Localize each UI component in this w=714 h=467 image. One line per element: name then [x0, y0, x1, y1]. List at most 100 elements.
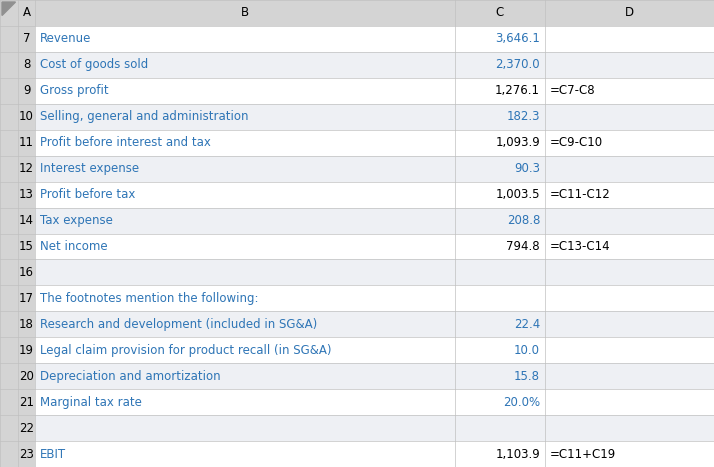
Bar — [455, 337, 545, 363]
Bar — [0, 26, 18, 52]
Text: 1,003.5: 1,003.5 — [496, 188, 540, 201]
Text: D: D — [625, 7, 634, 20]
Text: EBIT: EBIT — [40, 447, 66, 460]
Bar — [0, 182, 18, 207]
Bar — [0, 130, 18, 156]
Bar — [545, 0, 714, 26]
Bar — [455, 389, 545, 415]
Text: 11: 11 — [19, 136, 34, 149]
Bar — [18, 182, 35, 207]
Bar — [455, 207, 545, 234]
Bar — [18, 285, 35, 311]
Text: Cost of goods sold: Cost of goods sold — [40, 58, 149, 71]
Bar — [18, 130, 35, 156]
Bar — [455, 0, 545, 26]
Bar — [18, 337, 35, 363]
Text: =C9-C10: =C9-C10 — [550, 136, 603, 149]
Text: Net income: Net income — [40, 240, 108, 253]
Bar — [18, 441, 35, 467]
Bar — [455, 130, 545, 156]
Text: 3,646.1: 3,646.1 — [495, 32, 540, 45]
Text: 21: 21 — [19, 396, 34, 409]
Bar — [455, 260, 545, 285]
Bar — [545, 52, 714, 78]
Bar — [18, 104, 35, 130]
Bar — [455, 311, 545, 337]
Bar — [18, 389, 35, 415]
Bar — [18, 207, 35, 234]
Text: 794.8: 794.8 — [506, 240, 540, 253]
Bar — [18, 234, 35, 260]
Bar — [18, 0, 35, 26]
Bar — [35, 441, 455, 467]
Text: Profit before interest and tax: Profit before interest and tax — [40, 136, 211, 149]
Bar — [455, 104, 545, 130]
Text: 14: 14 — [19, 214, 34, 227]
Text: 8: 8 — [23, 58, 30, 71]
Bar — [545, 415, 714, 441]
Bar — [455, 156, 545, 182]
Text: Revenue: Revenue — [40, 32, 91, 45]
Bar — [35, 260, 455, 285]
Text: =C7-C8: =C7-C8 — [550, 85, 595, 97]
Text: Gross profit: Gross profit — [40, 85, 109, 97]
Text: 9: 9 — [23, 85, 30, 97]
Bar — [0, 0, 18, 26]
Bar — [0, 156, 18, 182]
Bar — [545, 207, 714, 234]
Bar — [18, 311, 35, 337]
Text: 2,370.0: 2,370.0 — [496, 58, 540, 71]
Bar — [455, 26, 545, 52]
Bar — [0, 415, 18, 441]
Bar — [455, 285, 545, 311]
Text: C: C — [496, 7, 504, 20]
Bar — [18, 26, 35, 52]
Text: 20: 20 — [19, 370, 34, 382]
Bar — [0, 311, 18, 337]
Text: 15.8: 15.8 — [514, 370, 540, 382]
Bar — [455, 441, 545, 467]
Bar — [18, 260, 35, 285]
Text: 18: 18 — [19, 318, 34, 331]
Bar — [35, 337, 455, 363]
Bar — [455, 415, 545, 441]
Bar — [35, 78, 455, 104]
Text: 10.0: 10.0 — [514, 344, 540, 357]
Text: 182.3: 182.3 — [506, 110, 540, 123]
Bar — [545, 234, 714, 260]
Bar — [0, 104, 18, 130]
Bar — [18, 363, 35, 389]
Text: Legal claim provision for product recall (in SG&A): Legal claim provision for product recall… — [40, 344, 331, 357]
Bar — [545, 260, 714, 285]
Bar — [0, 78, 18, 104]
Text: 13: 13 — [19, 188, 34, 201]
Text: Depreciation and amortization: Depreciation and amortization — [40, 370, 221, 382]
Text: 22: 22 — [19, 422, 34, 435]
Bar — [35, 26, 455, 52]
Text: 22.4: 22.4 — [514, 318, 540, 331]
Text: 16: 16 — [19, 266, 34, 279]
Bar — [545, 363, 714, 389]
Polygon shape — [2, 2, 16, 15]
Text: 1,276.1: 1,276.1 — [495, 85, 540, 97]
Bar — [35, 415, 455, 441]
Text: Interest expense: Interest expense — [40, 162, 139, 175]
Bar — [35, 234, 455, 260]
Text: 17: 17 — [19, 292, 34, 305]
Bar — [545, 104, 714, 130]
Text: =C11-C12: =C11-C12 — [550, 188, 610, 201]
Bar — [0, 207, 18, 234]
Text: 19: 19 — [19, 344, 34, 357]
Text: 23: 23 — [19, 447, 34, 460]
Bar — [455, 78, 545, 104]
Text: =C13-C14: =C13-C14 — [550, 240, 610, 253]
Bar — [545, 78, 714, 104]
Text: A: A — [23, 7, 31, 20]
Text: 90.3: 90.3 — [514, 162, 540, 175]
Text: B: B — [241, 7, 249, 20]
Text: 10: 10 — [19, 110, 34, 123]
Bar — [455, 234, 545, 260]
Bar — [545, 26, 714, 52]
Bar — [0, 337, 18, 363]
Bar — [35, 182, 455, 207]
